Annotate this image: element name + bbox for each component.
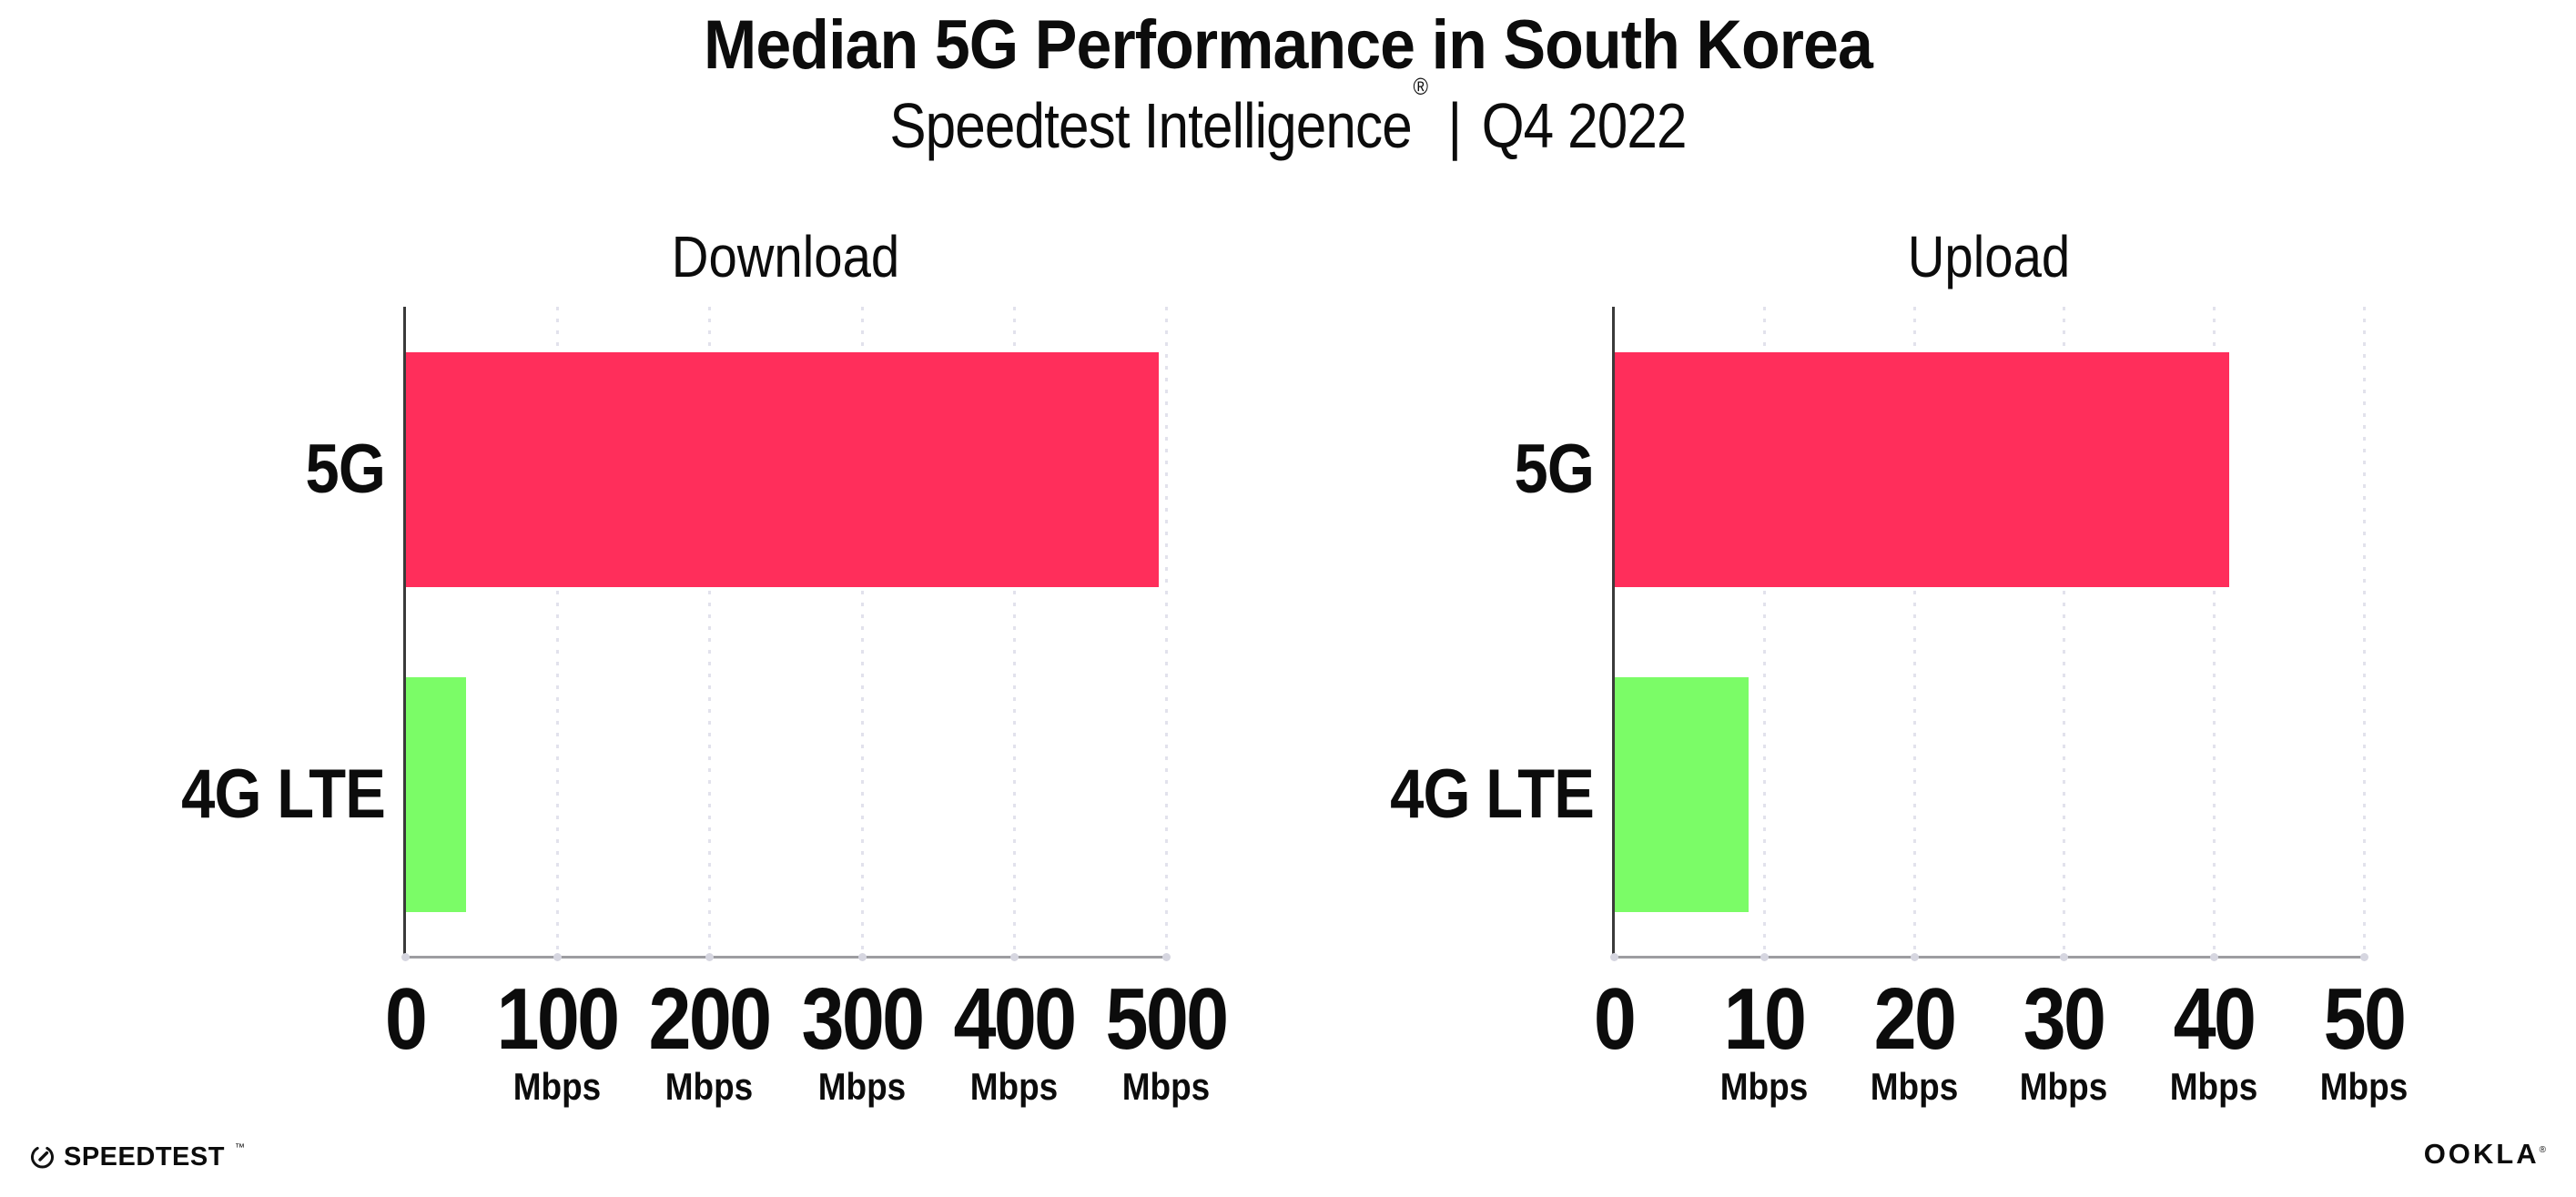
speedtest-trademark: ™ bbox=[234, 1142, 245, 1153]
page-subtitle: Speedtest Intelligence® | Q4 2022 bbox=[180, 73, 2396, 162]
x-tick-value: 0 bbox=[1593, 970, 1637, 1068]
x-tick-value: 100 bbox=[496, 970, 621, 1068]
x-tick-value: 400 bbox=[953, 970, 1077, 1068]
axis-tick-dot-30 bbox=[2060, 953, 2069, 961]
gridline-400 bbox=[1012, 307, 1016, 957]
x-tick-value: 10 bbox=[1723, 970, 1806, 1068]
gridline-20 bbox=[1912, 307, 1916, 957]
x-tick-value: 20 bbox=[1873, 970, 1956, 1068]
upload-x-axis: 0 10 Mbps 20 Mbps 30 Mbps 40 Mbps 50 Mbps bbox=[1594, 975, 2408, 1130]
category-label-5g: 5G bbox=[305, 431, 386, 508]
x-tick-unit: Mbps bbox=[969, 1065, 1059, 1108]
x-tick-value: 40 bbox=[2173, 970, 2257, 1068]
ookla-logo-text: OOKLA bbox=[2423, 1138, 2540, 1170]
speedtest-logo-text: SPEEDTEST bbox=[64, 1142, 225, 1172]
page-title: Median 5G Performance in South Korea bbox=[703, 6, 1873, 84]
x-tick-value: 200 bbox=[648, 970, 773, 1068]
axis-tick-dot-20 bbox=[1910, 953, 1919, 961]
gridline-200 bbox=[708, 307, 712, 957]
x-tick-200: 200 Mbps bbox=[648, 970, 773, 1108]
bar-5g bbox=[405, 352, 1159, 587]
speedtest-logo: SPEEDTEST ™ bbox=[30, 1142, 245, 1172]
category-label-5g: 5G bbox=[1514, 431, 1595, 508]
x-tick-value: 30 bbox=[2023, 970, 2106, 1068]
bar-5g bbox=[1614, 352, 2229, 587]
axis-tick-dot-0 bbox=[1610, 953, 1618, 961]
axis-tick-dot-50 bbox=[2360, 953, 2368, 961]
x-tick-unit: Mbps bbox=[2020, 1065, 2108, 1108]
x-tick-value: 0 bbox=[384, 970, 428, 1068]
x-tick-500: 500 Mbps bbox=[1105, 970, 1229, 1108]
x-tick-unit: Mbps bbox=[1870, 1065, 1958, 1108]
gridline-300 bbox=[860, 307, 864, 957]
x-tick-value: 300 bbox=[801, 970, 925, 1068]
x-tick-100: 100 Mbps bbox=[496, 970, 621, 1108]
x-tick-40: 40 Mbps bbox=[2170, 975, 2257, 1108]
download-chart-title: Download bbox=[671, 224, 900, 289]
upload-plot-area bbox=[1610, 307, 2368, 961]
x-tick-50: 50 Mbps bbox=[2320, 975, 2408, 1108]
x-tick-unit: Mbps bbox=[1121, 1065, 1211, 1108]
x-tick-unit: Mbps bbox=[2169, 1065, 2258, 1108]
axis-tick-dot-0 bbox=[401, 953, 410, 961]
x-tick-value: 500 bbox=[1105, 970, 1229, 1068]
x-tick-unit: Mbps bbox=[665, 1065, 754, 1108]
axis-tick-dot-100 bbox=[553, 953, 563, 961]
x-tick-0: 0 bbox=[1593, 970, 1637, 1108]
upload-chart-panel: Upload 0 10 Mbps 20 Mbps 30 Mbps 40 Mbps 50 Mbps 5… bbox=[1329, 218, 2430, 1138]
ookla-registered-mark: ® bbox=[2539, 1145, 2546, 1155]
axis-tick-dot-400 bbox=[1009, 953, 1019, 961]
x-tick-unit: Mbps bbox=[817, 1065, 906, 1108]
download-plot-area bbox=[401, 307, 1171, 961]
x-tick-0: 0 bbox=[384, 970, 428, 1108]
subtitle-separator: | bbox=[1447, 90, 1463, 161]
bar-4g-lte bbox=[1614, 677, 1749, 912]
gridline-500 bbox=[1165, 307, 1168, 957]
download-chart-panel: Download 0 100 Mbps 200 Mbps 300 Mbps 400 Mbps 50… bbox=[127, 218, 1229, 1138]
axis-tick-dot-300 bbox=[857, 953, 867, 961]
axis-tick-dot-500 bbox=[1162, 953, 1171, 961]
x-tick-400: 400 Mbps bbox=[953, 970, 1077, 1108]
subtitle-brand: Speedtest Intelligence bbox=[889, 90, 1412, 161]
axis-tick-dot-40 bbox=[2210, 953, 2219, 961]
x-tick-unit bbox=[1594, 1066, 1634, 1108]
gridline-50 bbox=[2363, 307, 2366, 957]
x-tick-unit: Mbps bbox=[512, 1065, 602, 1108]
x-tick-unit bbox=[385, 1066, 425, 1108]
upload-chart-title: Upload bbox=[1907, 224, 2071, 289]
gridline-10 bbox=[1762, 307, 1766, 957]
gridline-30 bbox=[2063, 307, 2066, 957]
axis-tick-dot-200 bbox=[705, 953, 715, 961]
gridline-40 bbox=[2213, 307, 2216, 957]
x-tick-300: 300 Mbps bbox=[801, 970, 925, 1108]
x-tick-10: 10 Mbps bbox=[1720, 975, 1808, 1108]
gridline-100 bbox=[556, 307, 560, 957]
registered-mark: ® bbox=[1413, 72, 1428, 100]
x-tick-value: 50 bbox=[2323, 970, 2407, 1068]
x-tick-20: 20 Mbps bbox=[1870, 975, 1957, 1108]
category-label-4g-lte: 4G LTE bbox=[181, 756, 386, 833]
bar-4g-lte bbox=[405, 677, 466, 912]
category-label-4g-lte: 4G LTE bbox=[1390, 756, 1595, 833]
x-tick-30: 30 Mbps bbox=[2020, 975, 2107, 1108]
download-x-axis: 0 100 Mbps 200 Mbps 300 Mbps 400 Mbps 500 Mbps bbox=[385, 970, 1229, 1130]
x-tick-unit: Mbps bbox=[2319, 1065, 2409, 1108]
ookla-logo: OOKLA® bbox=[2424, 1140, 2546, 1176]
x-tick-unit: Mbps bbox=[1719, 1065, 1809, 1108]
subtitle-period: Q4 2022 bbox=[1481, 90, 1688, 161]
axis-tick-dot-10 bbox=[1760, 953, 1769, 961]
speedtest-gauge-icon bbox=[30, 1145, 55, 1170]
